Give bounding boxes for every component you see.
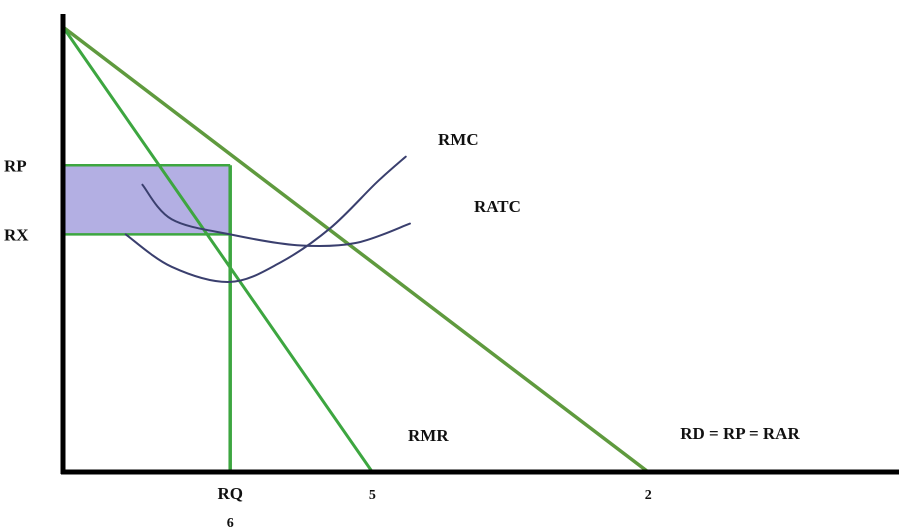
rmc-curve (124, 155, 407, 283)
y-label-rx: RX (4, 225, 29, 244)
x-label-6-4: 6 (227, 516, 234, 531)
guide-lines-layer (63, 164, 232, 472)
axes-layer (60, 14, 899, 475)
ratc-curve (141, 183, 411, 248)
ratc-label: RATC (474, 197, 521, 216)
profit-rectangle (63, 165, 231, 235)
x-label-2-3: 2 (645, 488, 652, 503)
curves-layer (61, 25, 650, 474)
rd-rp-rar-line (61, 25, 650, 474)
labels-layer: RD = RP = RAR RMR RMC RATC RP RX RQ 5 2 6 (4, 130, 800, 531)
profit-area-layer (63, 165, 231, 235)
rmr-line (61, 25, 374, 474)
x-label-rq-1: RQ (217, 484, 243, 503)
rmc-label: RMC (438, 130, 479, 149)
x-label-5-2: 5 (369, 488, 376, 503)
rmr-label: RMR (408, 426, 449, 445)
y-label-rp: RP (4, 156, 27, 175)
rd-rp-rar-label: RD = RP = RAR (680, 424, 800, 443)
